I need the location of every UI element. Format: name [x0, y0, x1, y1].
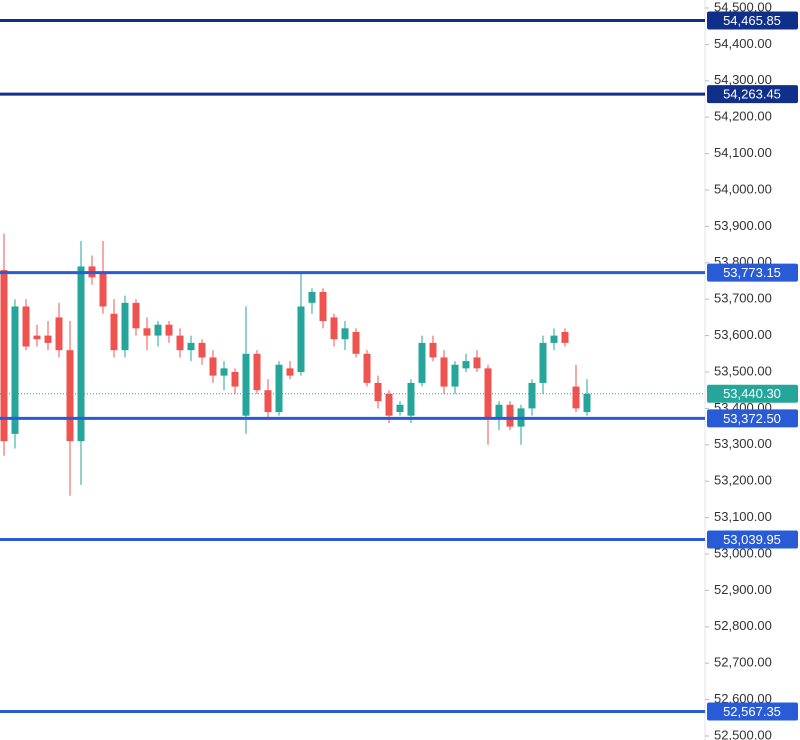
y-tick-label: 54,500.00 — [714, 0, 772, 14]
candle-body — [396, 404, 404, 413]
candle-body — [132, 302, 140, 329]
candle-body — [77, 266, 85, 442]
y-tick-label: 53,000.00 — [714, 545, 772, 560]
level-label-box — [707, 85, 798, 104]
level-label-box — [707, 11, 798, 30]
candle-body — [484, 368, 492, 420]
candle-body — [220, 368, 228, 376]
y-tick-label: 53,700.00 — [714, 291, 772, 306]
candle-body — [550, 335, 558, 343]
y-tick-label: 54,400.00 — [714, 36, 772, 51]
candle-body — [143, 328, 151, 336]
candle-body — [11, 306, 19, 434]
candle-body — [187, 342, 195, 351]
candle-body — [407, 382, 415, 416]
level-label-box — [707, 530, 798, 549]
candle-body — [275, 364, 283, 413]
candle-body — [22, 306, 30, 347]
candle-body — [231, 372, 239, 387]
level-label-box — [707, 263, 798, 282]
candle-body — [418, 342, 426, 383]
candle-body — [385, 393, 393, 416]
candle-body — [99, 273, 107, 307]
candle-body — [264, 390, 272, 413]
y-tick-label: 54,100.00 — [714, 145, 772, 160]
candle-body — [561, 331, 569, 343]
level-label: 54,263.45 — [723, 87, 781, 102]
level-label: 53,372.50 — [723, 411, 781, 426]
candle-body — [110, 313, 118, 351]
candle-body — [583, 393, 591, 413]
level-label: 54,465.85 — [723, 13, 781, 28]
level-label: 53,773.15 — [723, 265, 781, 280]
level-label-box — [707, 702, 798, 721]
last-price-box — [707, 384, 798, 403]
level-label-box — [707, 409, 798, 428]
candle-body — [121, 302, 129, 351]
y-tick-label: 53,100.00 — [714, 509, 772, 524]
candle-body — [209, 357, 217, 376]
candle-body — [33, 335, 41, 340]
y-tick-label: 52,900.00 — [714, 582, 772, 597]
candle-body — [319, 291, 327, 322]
candle-body — [176, 335, 184, 351]
candle-body — [451, 364, 459, 387]
y-tick-label: 52,500.00 — [714, 727, 772, 740]
candle-body — [473, 357, 481, 369]
candle-body — [66, 350, 74, 442]
candle-body — [374, 382, 382, 402]
candle-body — [495, 404, 503, 420]
y-tick-label: 54,200.00 — [714, 109, 772, 124]
y-tick-label: 52,700.00 — [714, 655, 772, 670]
candle-body — [341, 328, 349, 340]
y-tick-label: 52,800.00 — [714, 618, 772, 633]
y-tick-label: 54,000.00 — [714, 181, 772, 196]
candle-body — [44, 335, 52, 343]
candle-body — [242, 353, 250, 416]
candle-body — [0, 270, 8, 442]
candle-body — [440, 357, 448, 387]
y-tick-label: 53,600.00 — [714, 327, 772, 342]
level-label: 52,567.35 — [723, 704, 781, 719]
y-tick-label: 54,300.00 — [714, 72, 772, 87]
candle-body — [429, 342, 437, 358]
candle-body — [462, 361, 470, 369]
last-price-label: 53,440.30 — [723, 386, 781, 401]
candle-body — [528, 382, 536, 409]
candle-body — [165, 324, 173, 336]
y-tick-label: 53,500.00 — [714, 363, 772, 378]
candle-body — [363, 353, 371, 383]
candle-body — [308, 291, 316, 303]
candle-body — [539, 342, 547, 383]
candle-body — [297, 306, 305, 373]
y-tick-label: 53,200.00 — [714, 473, 772, 488]
candle-body — [198, 342, 206, 358]
candle-body — [506, 404, 514, 427]
level-label: 53,039.95 — [723, 532, 781, 547]
candle-body — [352, 331, 360, 354]
candle-body — [330, 317, 338, 340]
y-tick-label: 53,300.00 — [714, 436, 772, 451]
candle-body — [154, 324, 162, 336]
candle-body — [286, 368, 294, 376]
y-tick-label: 52,600.00 — [714, 691, 772, 706]
candle-body — [55, 317, 63, 351]
y-tick-label: 53,900.00 — [714, 218, 772, 233]
candle-body — [572, 386, 580, 409]
candle-body — [253, 353, 261, 391]
